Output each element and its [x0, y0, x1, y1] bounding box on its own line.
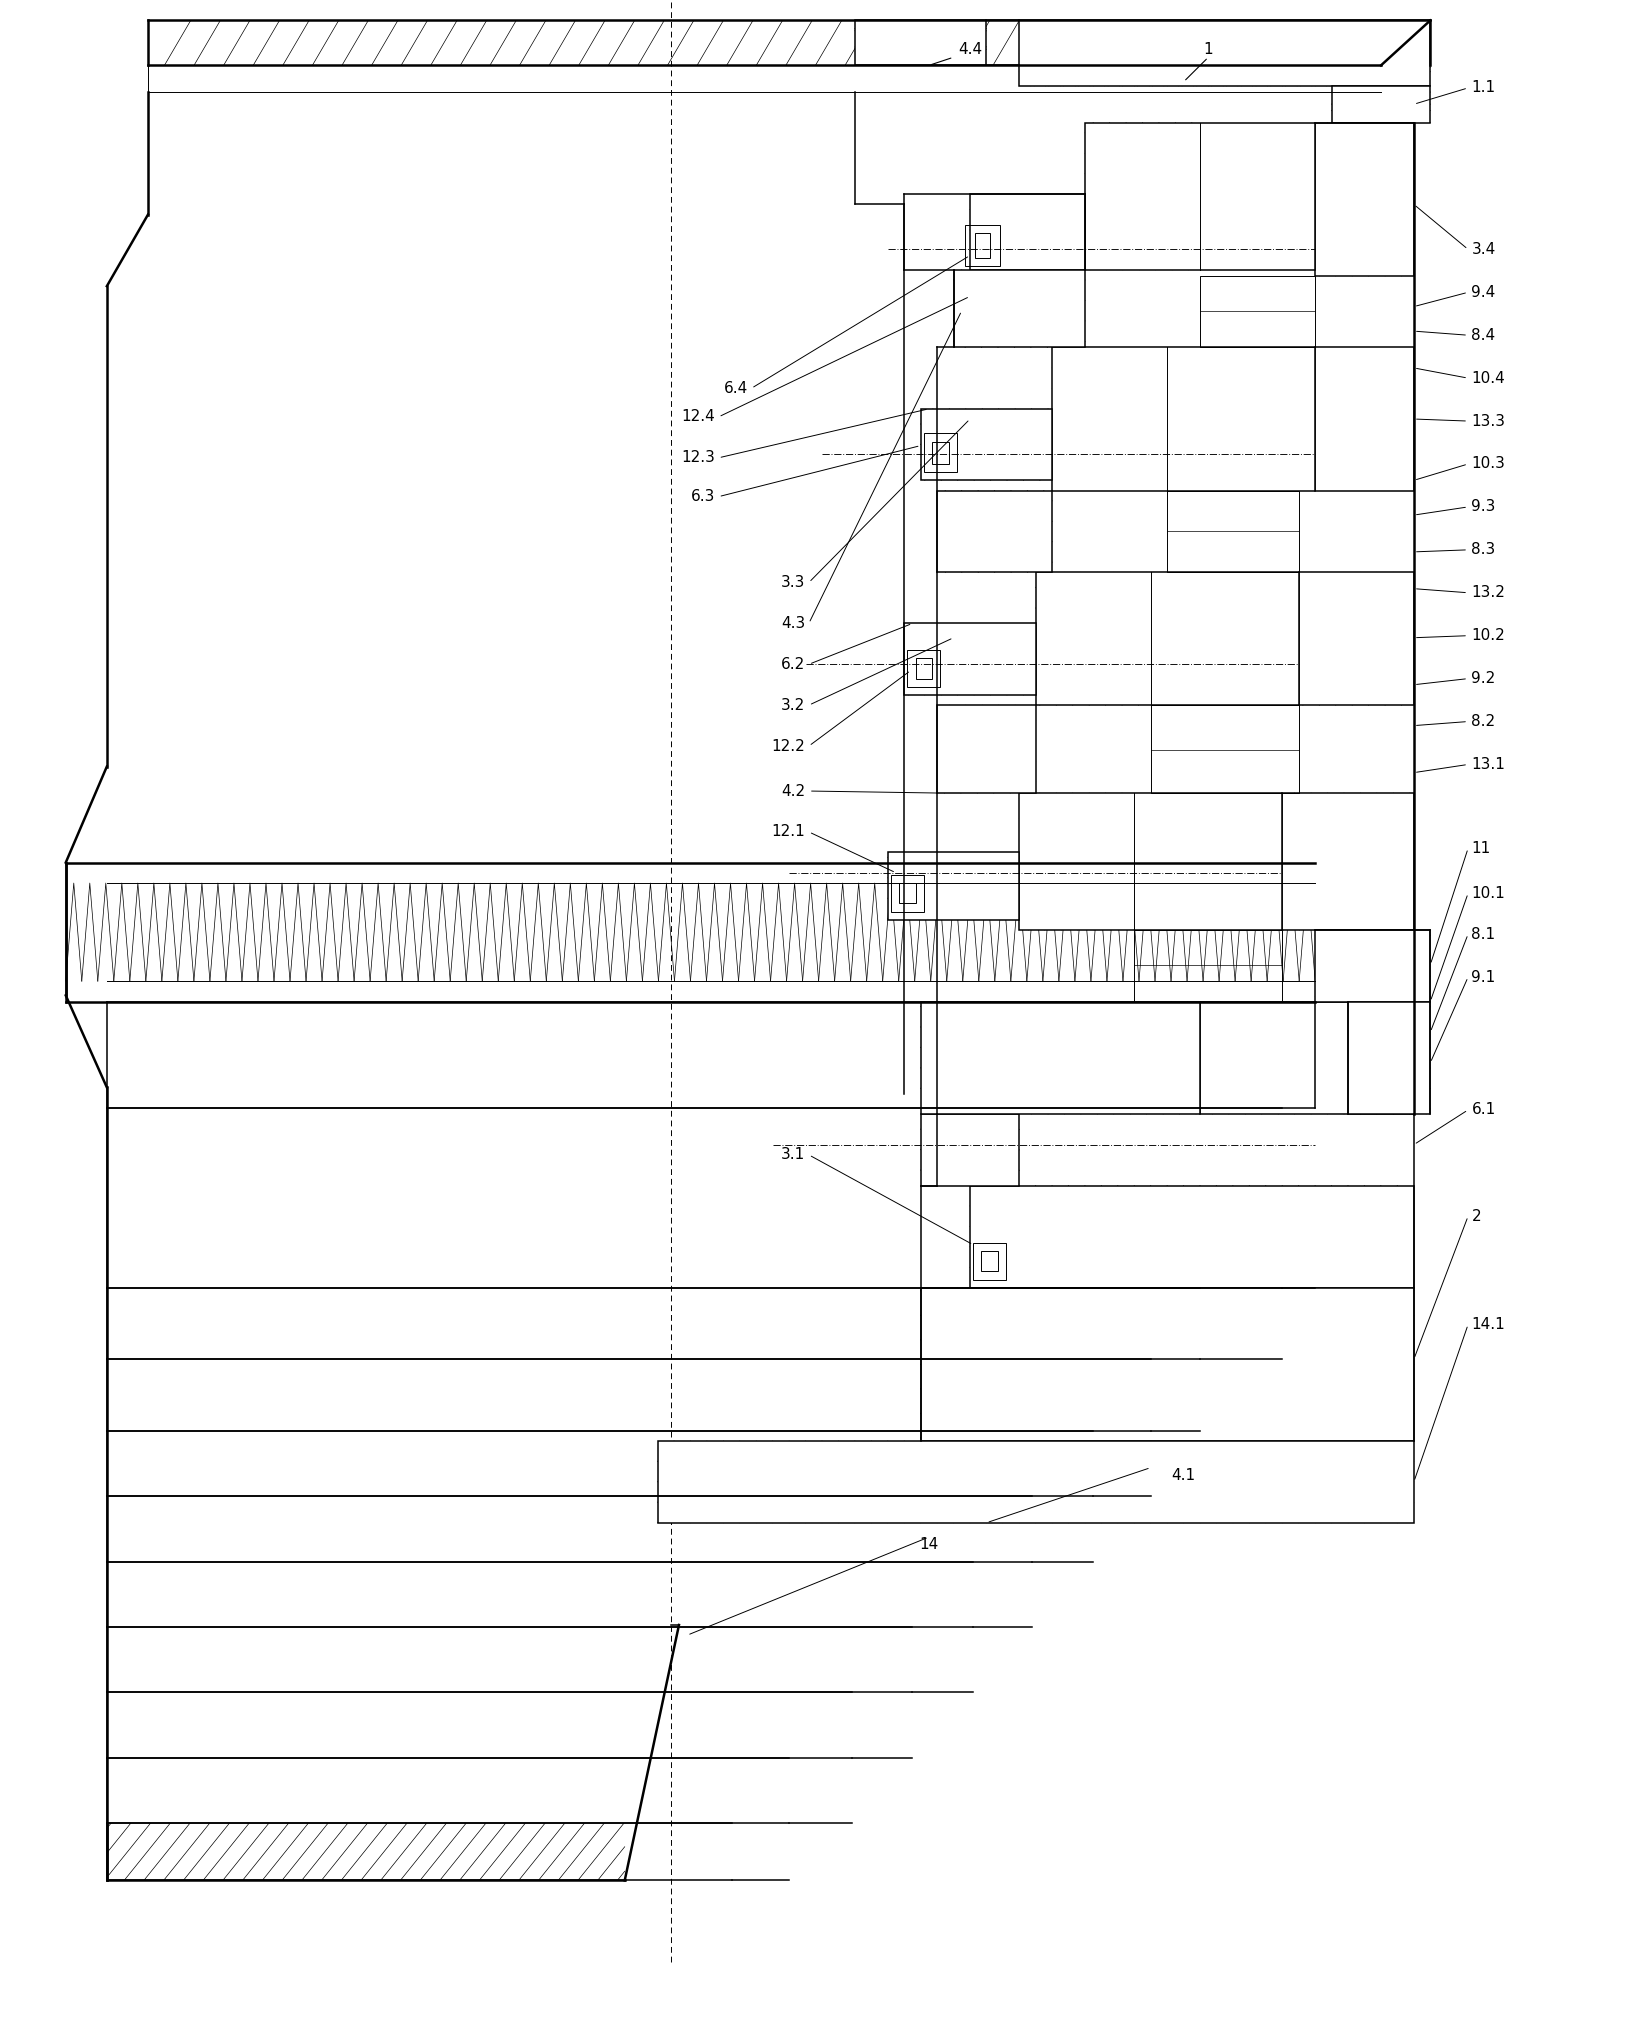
Polygon shape [855, 20, 986, 65]
Polygon shape [904, 623, 1036, 695]
Polygon shape [1299, 572, 1414, 705]
Text: 6.1: 6.1 [1471, 1102, 1496, 1118]
Text: 12.2: 12.2 [771, 738, 806, 754]
Text: 9.4: 9.4 [1471, 284, 1496, 300]
Text: 6.4: 6.4 [723, 380, 748, 397]
Text: 9.3: 9.3 [1471, 499, 1496, 515]
Text: 14.1: 14.1 [1471, 1316, 1506, 1333]
Polygon shape [954, 270, 1085, 347]
Text: 4.4: 4.4 [958, 43, 981, 57]
Text: 2: 2 [1471, 1208, 1481, 1224]
Text: 4.2: 4.2 [781, 783, 806, 799]
Polygon shape [921, 1288, 1414, 1441]
Text: 8.4: 8.4 [1471, 327, 1496, 343]
Text: 3.1: 3.1 [781, 1147, 806, 1163]
Text: 8.2: 8.2 [1471, 713, 1496, 730]
Text: 3.2: 3.2 [781, 697, 806, 713]
Text: 9.2: 9.2 [1471, 670, 1496, 687]
Text: 11: 11 [1471, 840, 1491, 856]
Polygon shape [1036, 572, 1299, 705]
Text: 10.1: 10.1 [1471, 885, 1506, 901]
Polygon shape [1315, 930, 1430, 1002]
Text: 10.4: 10.4 [1471, 370, 1506, 386]
Text: 13.1: 13.1 [1471, 756, 1506, 773]
Polygon shape [1282, 793, 1414, 930]
Polygon shape [1085, 123, 1315, 270]
Polygon shape [921, 1002, 1200, 1114]
Polygon shape [1019, 20, 1430, 86]
Text: 1: 1 [1203, 43, 1213, 57]
Text: 12.3: 12.3 [681, 450, 715, 466]
Text: 8.1: 8.1 [1471, 926, 1496, 942]
Polygon shape [658, 1441, 1414, 1523]
Polygon shape [1315, 123, 1414, 276]
Polygon shape [937, 705, 1036, 793]
Text: 10.2: 10.2 [1471, 628, 1506, 644]
Text: 6.3: 6.3 [690, 489, 715, 505]
Polygon shape [937, 491, 1052, 572]
Polygon shape [970, 194, 1085, 270]
Polygon shape [1052, 347, 1315, 491]
Text: 13.2: 13.2 [1471, 585, 1506, 601]
Polygon shape [1200, 1002, 1414, 1114]
Polygon shape [888, 852, 1019, 920]
Text: 12.1: 12.1 [771, 824, 806, 840]
Text: 8.3: 8.3 [1471, 542, 1496, 558]
Text: 3.3: 3.3 [781, 574, 806, 591]
Text: 10.3: 10.3 [1471, 456, 1506, 472]
Text: 4.1: 4.1 [1172, 1468, 1195, 1482]
Polygon shape [1019, 793, 1282, 930]
Text: 1.1: 1.1 [1471, 80, 1496, 96]
Text: 9.1: 9.1 [1471, 969, 1496, 985]
Text: 12.4: 12.4 [681, 409, 715, 425]
Text: 14: 14 [919, 1537, 939, 1551]
Text: 3.4: 3.4 [1471, 241, 1496, 258]
Text: 13.3: 13.3 [1471, 413, 1506, 429]
Text: 6.2: 6.2 [781, 656, 806, 672]
Polygon shape [1348, 1002, 1430, 1114]
Polygon shape [921, 1114, 1019, 1186]
Polygon shape [921, 409, 1052, 480]
Polygon shape [1332, 86, 1430, 123]
Text: 4.3: 4.3 [781, 615, 806, 632]
Polygon shape [970, 1186, 1414, 1288]
Polygon shape [1315, 347, 1414, 491]
